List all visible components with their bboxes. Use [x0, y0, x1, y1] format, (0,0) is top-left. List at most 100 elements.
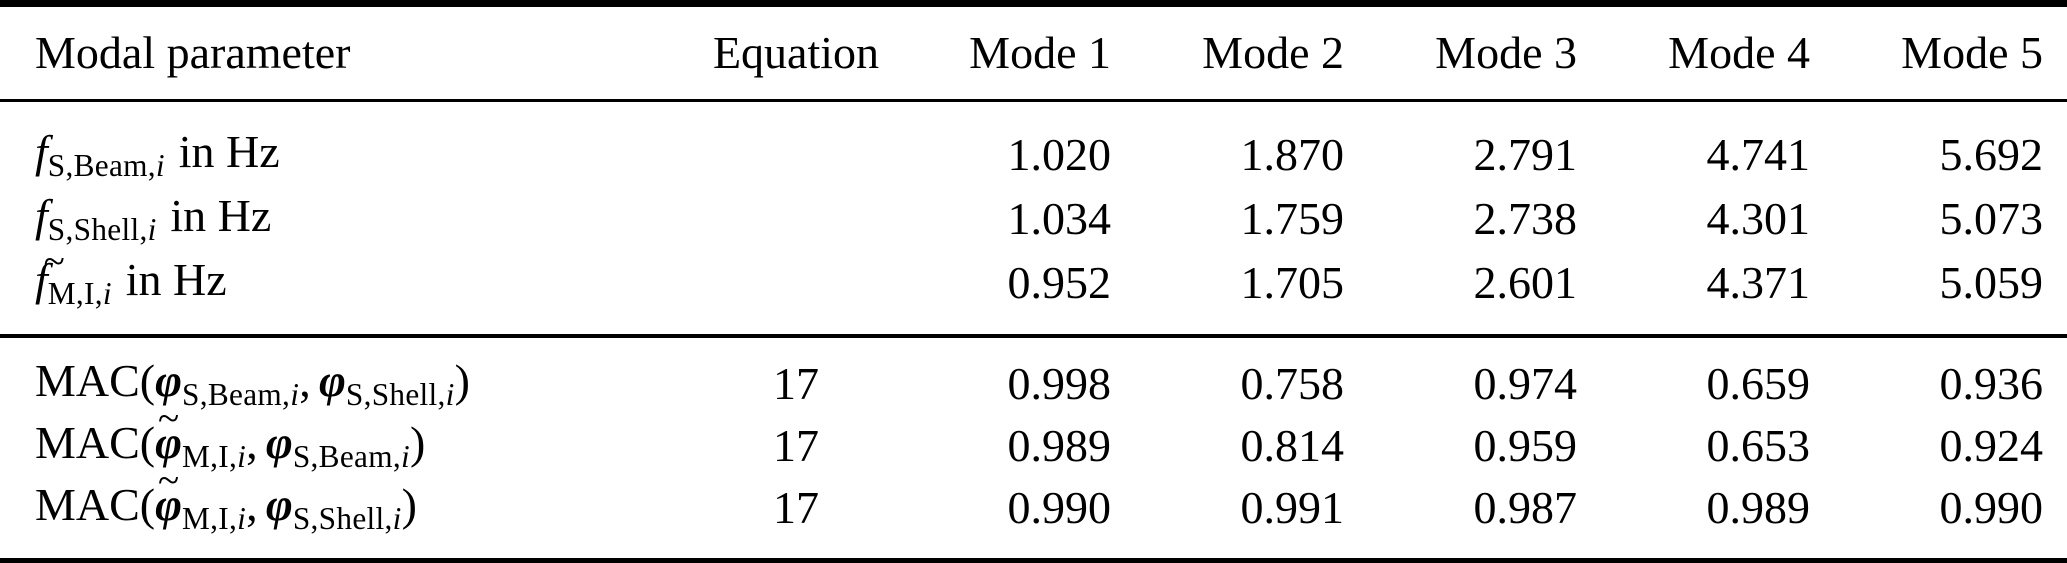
mac-rows-section: MAC(φS,Beam,i, φS,Shell,i) 17 0.998 0.758… [0, 336, 2067, 561]
row-label-f-s-beam: fS,Beam,i in Hz [0, 101, 690, 188]
value-cell: 5.692 [1939, 128, 2044, 180]
value-cell: 0.758 [1240, 357, 1345, 409]
subscript-index: i [392, 500, 402, 536]
table-row: MAC(~ φM,I,i, φS,Shell,i) 17 0.990 0.991 0… [0, 461, 2067, 561]
comma-separator: , [246, 416, 258, 468]
phi-symbol: φ [319, 356, 346, 405]
value-cell: 0.814 [1240, 419, 1345, 471]
subscript-index: i [237, 438, 247, 474]
header-mode-5: Mode 5 [1834, 3, 2067, 102]
value-cell: 5.059 [1834, 251, 2067, 338]
table-header: Modal parameter Equation Mode 1 Mode 2 M… [0, 3, 2067, 102]
subscript: M,I,i [48, 276, 112, 311]
value-cell: 2.791 [1473, 128, 1578, 180]
header-mode-1: Mode 1 [902, 3, 1135, 102]
value-cell: 0.924 [1939, 419, 2044, 471]
f-symbol: f [35, 189, 48, 241]
value-cell: 1.034 [1007, 192, 1112, 244]
value-cell: 0.991 [1240, 481, 1345, 533]
unit-label: in Hz [170, 189, 272, 241]
header-mode-2: Mode 2 [1135, 3, 1368, 102]
table-row: fS,Shell,i in Hz 1.034 1.759 2.738 4.301 … [0, 187, 2067, 251]
table-row: MAC(φS,Beam,i, φS,Shell,i) 17 0.998 0.758… [0, 336, 2067, 415]
header-equation: Equation [690, 3, 902, 102]
phi-glyph: φ [155, 354, 183, 406]
equation-cell: 17 [773, 357, 819, 409]
phi-glyph: φ [155, 478, 183, 530]
subscript-index: i [147, 211, 157, 247]
phi-tilde-symbol: ~ φ [155, 399, 183, 468]
row-label-f-m-i: ~ fM,I,i in Hz [0, 242, 690, 338]
equation-cell [690, 251, 902, 338]
subscript-roman: S,Beam, [292, 438, 401, 474]
subscript-index: i [155, 147, 165, 183]
subscript: S,Shell,i [293, 501, 402, 536]
table-row: fS,Beam,i in Hz 1.020 1.870 2.791 4.741 5… [0, 101, 2067, 188]
frequency-rows-section: fS,Beam,i in Hz 1.020 1.870 2.791 4.741 5… [0, 101, 2067, 338]
subscript-roman: S,Shell, [345, 376, 446, 412]
phi-glyph: φ [155, 416, 183, 468]
subscript-roman: S,Beam, [182, 376, 291, 412]
equation-cell: 17 [773, 419, 819, 471]
header-mode-4: Mode 4 [1601, 3, 1834, 102]
subscript: S,Beam,i [182, 377, 299, 412]
header-row: Modal parameter Equation Mode 1 Mode 2 M… [0, 3, 2067, 102]
value-cell: 1.705 [1135, 251, 1368, 338]
mac-function: MAC( [35, 416, 156, 468]
value-cell: 0.974 [1473, 357, 1578, 409]
f-symbol: f [35, 125, 48, 177]
subscript-roman: M,I, [182, 500, 238, 536]
phi-glyph: φ [265, 416, 293, 468]
equation-cell [690, 187, 902, 251]
unit-label: in Hz [125, 253, 227, 305]
value-cell: 1.870 [1240, 128, 1345, 180]
comma-separator: , [246, 478, 258, 530]
subscript-index: i [102, 275, 112, 311]
subscript-index: i [290, 376, 300, 412]
subscript: S,Beam,i [48, 148, 165, 183]
value-cell: 0.987 [1473, 481, 1578, 533]
math-symbol: f [35, 189, 48, 241]
subscript-index: i [445, 376, 455, 412]
unit-label: in Hz [178, 125, 280, 177]
subscript-index: i [237, 500, 247, 536]
value-cell: 0.936 [1939, 357, 2044, 409]
value-cell: 4.371 [1601, 251, 1834, 338]
value-cell: 0.959 [1473, 419, 1578, 471]
header-mode-3: Mode 3 [1368, 3, 1601, 102]
value-cell: 5.073 [1939, 192, 2044, 244]
comma-separator: , [299, 354, 311, 406]
math-symbol: f [35, 125, 48, 177]
phi-symbol: φ [265, 416, 293, 468]
value-cell: 4.741 [1706, 128, 1811, 180]
subscript: S,Beam,i [293, 439, 410, 474]
row-label-mac-mi-shell: MAC(~ φM,I,i, φS,Shell,i) [0, 461, 690, 561]
subscript-roman: S,Beam, [47, 147, 156, 183]
subscript: M,I,i [182, 501, 246, 536]
value-cell: 0.998 [1007, 357, 1112, 409]
closing-paren: ) [401, 478, 417, 530]
closing-paren: ) [409, 416, 426, 468]
value-cell: 0.952 [902, 251, 1135, 338]
value-cell: 2.601 [1368, 251, 1601, 338]
closing-paren: ) [454, 354, 470, 406]
math-symbol: f [35, 253, 48, 305]
phi-glyph: φ [265, 478, 293, 530]
value-cell: 0.653 [1706, 419, 1811, 471]
subscript: S,Shell,i [48, 212, 157, 247]
equation-cell [690, 101, 902, 188]
mac-function: MAC( [35, 354, 156, 406]
value-cell: 0.989 [1706, 481, 1811, 533]
value-cell: 0.989 [1007, 419, 1112, 471]
table-row: ~ fM,I,i in Hz 0.952 1.705 2.601 4.371 5.0… [0, 242, 2067, 338]
subscript: S,Shell,i [346, 377, 455, 412]
value-cell: 2.738 [1473, 192, 1578, 244]
phi-symbol: φ [155, 354, 183, 406]
subscript-roman: S,Shell, [292, 500, 393, 536]
mac-function: MAC( [35, 478, 156, 530]
equation-cell: 17 [773, 481, 819, 533]
row-label-mac-beam-shell: MAC(φS,Beam,i, φS,Shell,i) [0, 336, 690, 415]
subscript-roman: M,I, [182, 438, 238, 474]
